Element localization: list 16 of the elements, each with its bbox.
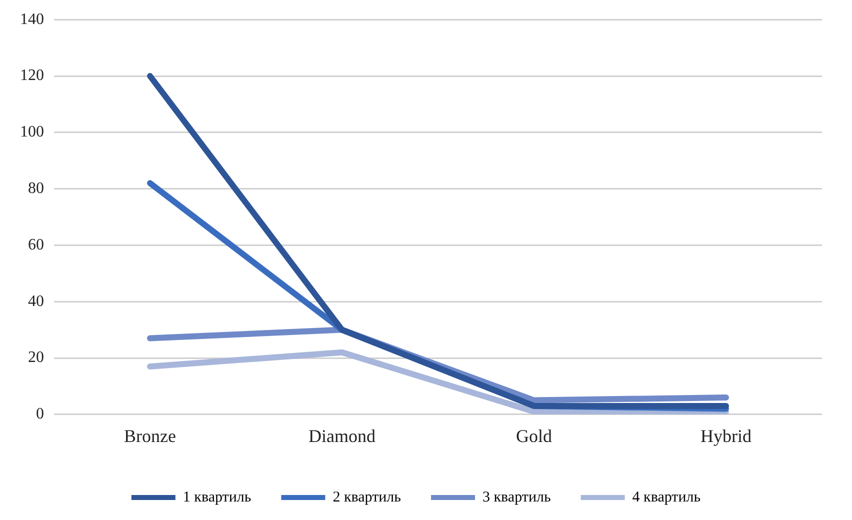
y-tick-label: 120 — [20, 67, 44, 84]
y-tick-label: 0 — [36, 406, 44, 423]
y-tick-label: 20 — [28, 349, 44, 366]
legend-label: 3 квартиль — [482, 489, 551, 506]
x-tick-label: Diamond — [308, 426, 376, 446]
y-tick-label: 60 — [28, 236, 44, 254]
legend-label: 4 квартиль — [632, 489, 701, 506]
y-tick-label: 80 — [28, 180, 44, 198]
x-tick-label: Bronze — [124, 426, 176, 446]
x-tick-label: Hybrid — [700, 426, 752, 446]
y-tick-label: 140 — [20, 10, 44, 28]
x-tick-label: Gold — [516, 426, 552, 446]
y-tick-label: 100 — [20, 124, 44, 141]
legend-label: 1 квартиль — [182, 489, 252, 506]
legend-label: 2 квартиль — [332, 489, 402, 506]
y-tick-label: 40 — [28, 292, 44, 310]
